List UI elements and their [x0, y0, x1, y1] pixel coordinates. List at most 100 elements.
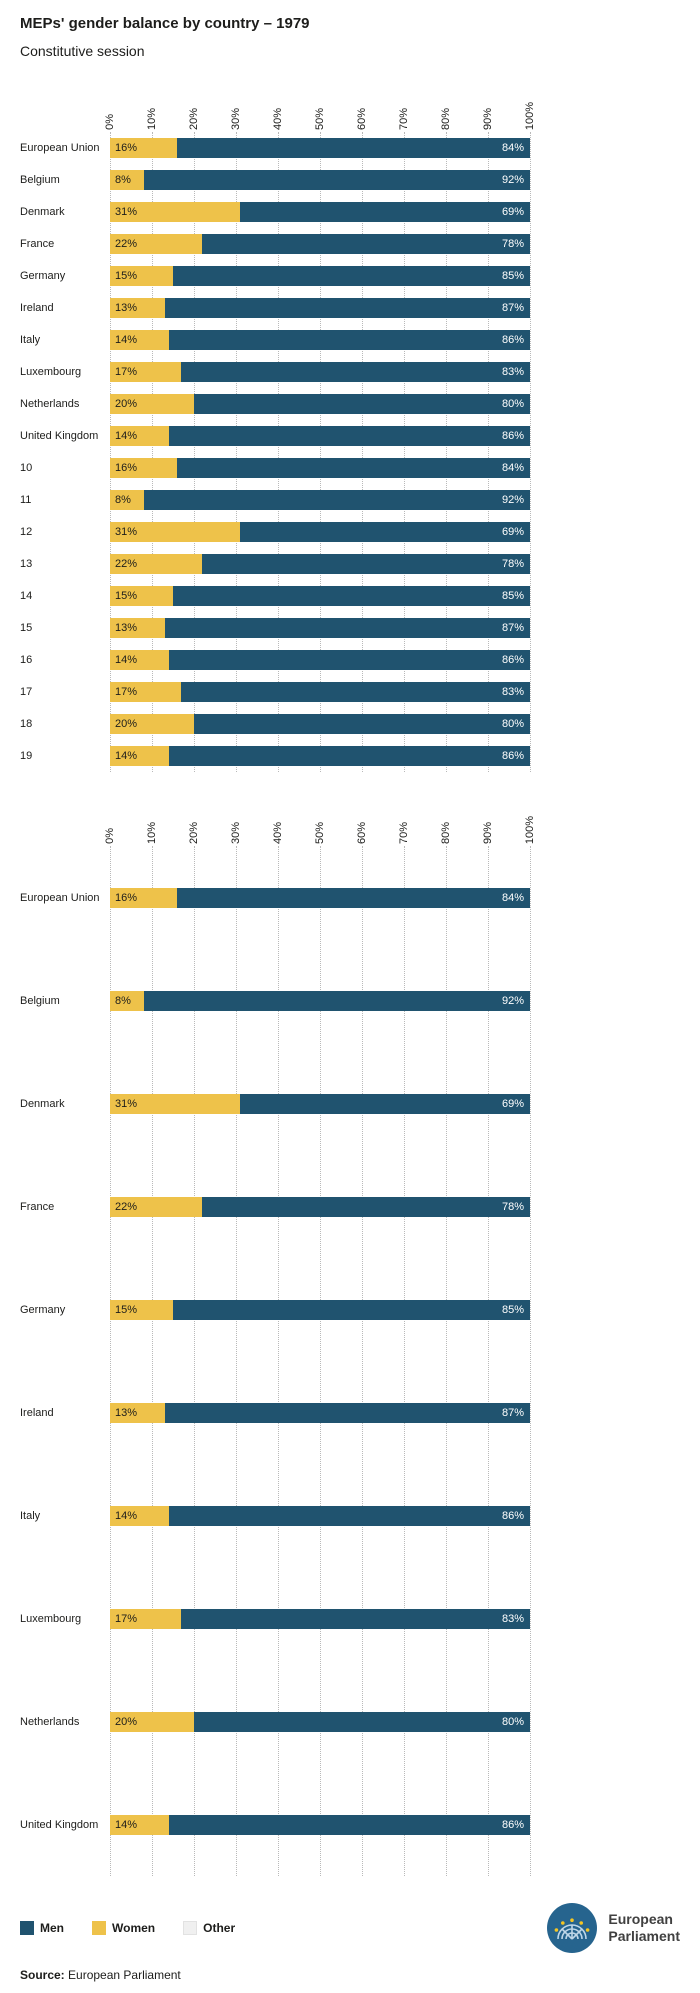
women-bar-segment: 15%	[110, 1299, 173, 1320]
women-value-label: 13%	[115, 622, 138, 634]
men-value-label: 86%	[501, 1509, 524, 1522]
stacked-bar: 16% 84%	[110, 458, 530, 478]
women-value-label: 8%	[115, 174, 131, 186]
women-value-label: 17%	[115, 686, 138, 698]
axis-spacer	[20, 800, 110, 846]
stacked-bar: 8% 92%	[110, 170, 530, 190]
category-label: 15	[20, 622, 33, 634]
stacked-bar: 16% 84%	[110, 138, 530, 158]
men-swatch-icon	[20, 1921, 34, 1935]
chart-body: European Union Belgium Denmark France German…	[20, 132, 680, 772]
category-label: Netherlands	[20, 1715, 80, 1728]
bar-row: 14% 86%	[110, 644, 530, 676]
stacked-bar: 14% 86%	[110, 746, 530, 766]
category-label: France	[20, 238, 55, 250]
women-bar-segment: 17%	[110, 682, 182, 702]
x-axis-tick-label: 30%	[230, 107, 242, 130]
men-bar-segment: 87%	[164, 618, 530, 638]
stacked-bar: 31% 69%	[110, 522, 530, 542]
bar-row: 31% 69%	[110, 516, 530, 548]
women-value-label: 14%	[115, 1509, 138, 1522]
x-axis-tick-label: 60%	[356, 107, 368, 130]
women-value-label: 15%	[115, 1303, 138, 1316]
category-label: 13	[20, 558, 33, 570]
category-label: 19	[20, 750, 33, 762]
men-bar-segment: 92%	[143, 990, 530, 1011]
women-value-label: 8%	[115, 494, 131, 506]
stacked-bar: 20% 80%	[110, 394, 530, 414]
women-value-label: 31%	[115, 1097, 138, 1110]
men-value-label: 69%	[501, 1097, 524, 1110]
women-value-label: 15%	[115, 590, 138, 602]
stacked-bar: 8% 92%	[110, 990, 530, 1011]
women-bar-segment: 20%	[110, 394, 194, 414]
legend-label: Other	[203, 1921, 236, 1935]
x-axis-tick-label: 10%	[146, 821, 158, 844]
x-axis-ticks: 0% 10% 20% 30% 40% 50% 60% 70% 80% 90% 100%	[104, 800, 536, 846]
stacked-bar: 17% 83%	[110, 682, 530, 702]
axis-spacer	[20, 86, 110, 132]
legend-label: Women	[112, 1921, 156, 1935]
gridline	[446, 132, 447, 772]
stacked-bar: 14% 86%	[110, 330, 530, 350]
women-bar-segment: 13%	[110, 1402, 165, 1423]
plot-area: 16% 84% 8% 92% 31% 69% 22% 78% 15% 85% 13% 87% 14% 86…	[110, 132, 531, 772]
men-bar-segment: 69%	[240, 522, 530, 542]
men-bar-segment: 85%	[173, 586, 530, 606]
legend: Men Women Other	[20, 1921, 235, 1935]
plot-area: 16% 84% 8% 92% 31% 69% 22% 78% 15% 85% 13% 87% 14% 86…	[110, 846, 531, 1876]
stacked-bar: 14% 86%	[110, 650, 530, 670]
x-axis-tick-label: 10%	[146, 107, 158, 130]
gender-balance-chart-detailed: 0% 10% 20% 30% 40% 50% 60% 70% 80% 90% 100% Europe…	[20, 800, 680, 1876]
gridline	[278, 846, 279, 1876]
women-bar-segment: 14%	[110, 1505, 169, 1526]
stacked-bar: 22% 78%	[110, 1196, 530, 1217]
men-bar-segment: 80%	[194, 714, 530, 734]
men-value-label: 78%	[501, 238, 524, 250]
category-label: Germany	[20, 270, 66, 282]
women-swatch-icon	[92, 1921, 106, 1935]
men-bar-segment: 92%	[143, 170, 530, 190]
bar-row: 20% 80%	[110, 388, 530, 420]
x-axis-tick-label: 70%	[398, 107, 410, 130]
gridline	[404, 846, 405, 1876]
gridline	[530, 132, 531, 772]
men-value-label: 85%	[501, 270, 524, 282]
men-bar-segment: 87%	[164, 1402, 530, 1423]
gender-balance-chart-compact: 0% 10% 20% 30% 40% 50% 60% 70% 80% 90% 100% Europe…	[20, 86, 680, 772]
european-parliament-logo-block: European Parliament	[546, 1902, 680, 1954]
women-value-label: 14%	[115, 750, 138, 762]
category-label: Ireland	[20, 1406, 54, 1419]
footer: Men Women Other	[20, 1902, 680, 1954]
x-axis-tick-label: 90%	[482, 821, 494, 844]
gridline	[404, 132, 405, 772]
chart-body: European Union Belgium Denmark France German…	[20, 846, 680, 1876]
women-bar-segment: 8%	[110, 170, 144, 190]
category-label: United Kingdom	[20, 430, 99, 442]
women-bar-segment: 20%	[110, 1711, 194, 1732]
page-subtitle: Constitutive session	[20, 43, 145, 59]
bar-row: 20% 80%	[110, 1670, 530, 1773]
category-label: Netherlands	[20, 398, 80, 410]
men-value-label: 83%	[501, 686, 524, 698]
women-bar-segment: 31%	[110, 202, 241, 222]
x-axis-tick-label: 60%	[356, 821, 368, 844]
stacked-bar: 13% 87%	[110, 618, 530, 638]
men-bar-segment: 80%	[194, 394, 530, 414]
bar-row: 13% 87%	[110, 612, 530, 644]
gridline	[236, 132, 237, 772]
women-value-label: 16%	[115, 891, 138, 904]
women-value-label: 8%	[115, 994, 131, 1007]
x-axis-tick-label: 50%	[314, 821, 326, 844]
men-value-label: 92%	[501, 174, 524, 186]
category-label: Denmark	[20, 206, 65, 218]
other-swatch-icon	[183, 1921, 198, 1935]
gridlines	[110, 132, 531, 772]
men-value-label: 86%	[501, 654, 524, 666]
category-label: Italy	[20, 334, 41, 346]
x-axis-tick-label: 100%	[524, 815, 536, 844]
gridline	[236, 846, 237, 1876]
men-value-label: 86%	[501, 334, 524, 346]
men-bar-segment: 78%	[202, 1196, 530, 1217]
